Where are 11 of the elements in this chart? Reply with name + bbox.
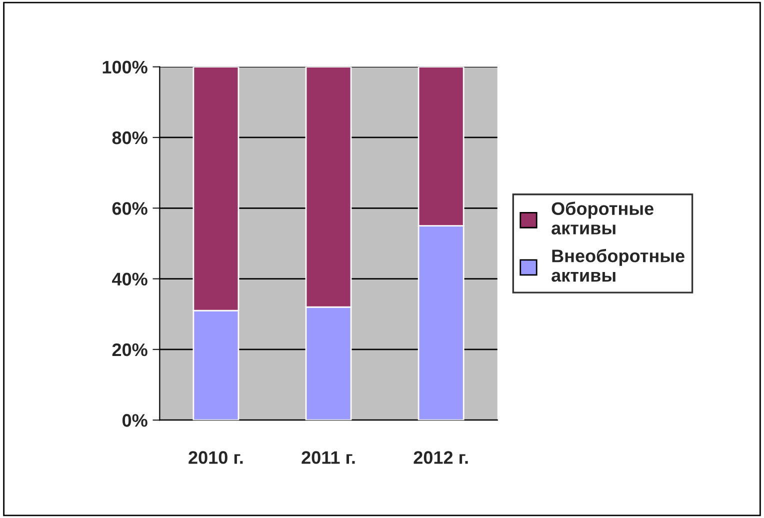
- x-tick-label: 2010 г.: [188, 451, 243, 464]
- y-tick-label: 20%: [112, 343, 148, 356]
- y-tick-label: 40%: [112, 272, 148, 286]
- y-tick-label: 100%: [102, 60, 148, 74]
- y-tick-label: 60%: [112, 202, 148, 215]
- x-tick-label: 2012 г.: [414, 451, 468, 464]
- legend-label: Оборотные активы: [552, 202, 654, 234]
- x-tick-label: 2011 г.: [302, 451, 355, 464]
- legend-label: Внеоборотные активы: [552, 248, 684, 282]
- y-tick-label: 0%: [122, 414, 148, 427]
- y-tick-label: 80%: [112, 131, 148, 144]
